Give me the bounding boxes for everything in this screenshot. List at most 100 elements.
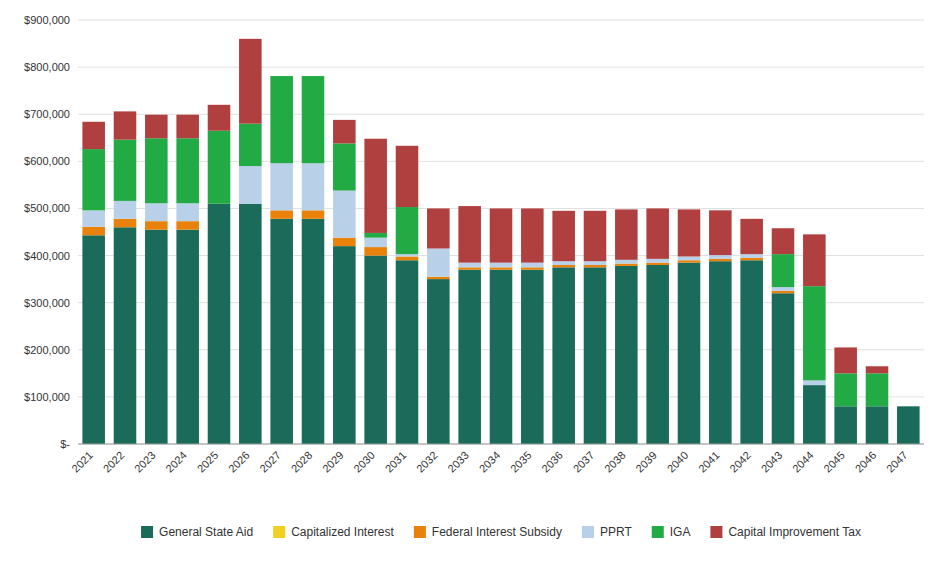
grid-line <box>78 67 924 68</box>
bar-segment <box>302 76 325 77</box>
bar-segment <box>458 270 481 444</box>
bar-segment <box>678 256 701 260</box>
bar-segment <box>490 208 513 262</box>
bar-segment <box>239 166 262 204</box>
bar-segment <box>866 406 889 444</box>
legend-swatch <box>710 526 722 538</box>
legend-label: Federal Interest Subsidy <box>432 525 562 539</box>
bar-segment <box>490 267 513 269</box>
legend-swatch <box>273 526 285 538</box>
bar-segment <box>772 228 795 254</box>
bar-segment <box>615 264 638 266</box>
x-tick-label: 2023 <box>132 449 158 475</box>
bar-segment <box>772 293 795 444</box>
bar-segment <box>866 373 889 406</box>
bar-segment <box>270 163 293 210</box>
bar-segment <box>521 208 544 262</box>
bar-segment <box>333 143 356 190</box>
bar-segment <box>145 203 168 221</box>
bar-series <box>82 76 888 406</box>
bar-segment <box>114 227 137 444</box>
bar-segment <box>897 406 920 407</box>
x-tick-label: 2025 <box>195 449 221 475</box>
bar-segment <box>364 233 387 238</box>
x-tick-label: 2037 <box>571 449 597 475</box>
bar-segment <box>646 263 669 265</box>
bar-segment <box>834 347 857 373</box>
bar-segment <box>208 204 231 444</box>
y-axis: $-$100,000$200,000$300,000$400,000$500,0… <box>24 14 70 450</box>
legend-label: Capitalized Interest <box>291 525 394 539</box>
legend-item: IGA <box>652 525 691 539</box>
bar-segment <box>176 115 199 139</box>
bar-segment <box>552 265 575 267</box>
bar-segment <box>897 406 920 407</box>
bar-segment <box>302 163 325 210</box>
bar-segment <box>302 219 325 444</box>
bar-segment <box>803 380 826 385</box>
y-tick-label: $700,000 <box>24 108 70 120</box>
bar-segment <box>709 210 732 255</box>
bar-segment <box>897 406 920 444</box>
bar-segment <box>396 260 419 444</box>
bar-segment <box>302 210 325 218</box>
legend-swatch <box>652 526 664 538</box>
bar-segment <box>333 120 356 144</box>
x-tick-label: 2031 <box>383 449 409 475</box>
bar-segment <box>427 277 450 279</box>
bar-segment <box>145 138 168 203</box>
bar-segment <box>615 209 638 259</box>
bar-segment <box>176 221 199 229</box>
bar-segment <box>552 261 575 265</box>
bar-segment <box>176 203 199 221</box>
chart: $-$100,000$200,000$300,000$400,000$500,0… <box>0 0 944 564</box>
bar-segment <box>834 373 857 406</box>
bar-segment <box>740 219 763 254</box>
grid-line <box>78 20 924 21</box>
bar-segment <box>239 124 262 166</box>
bar-segment <box>740 258 763 260</box>
bar-series <box>82 39 888 373</box>
bar-segment <box>208 105 231 131</box>
x-tick-label: 2022 <box>101 449 127 475</box>
x-tick-label: 2028 <box>289 449 315 475</box>
x-tick-label: 2034 <box>477 449 503 475</box>
bar-segment <box>866 366 889 373</box>
bar-segment <box>270 76 293 77</box>
legend-label: General State Aid <box>159 525 253 539</box>
bar-segment <box>646 265 669 444</box>
bar-segment <box>427 248 450 276</box>
bar-segment <box>114 140 137 201</box>
bar-segment <box>897 406 920 407</box>
bar-segment <box>239 39 262 124</box>
bar-segment <box>396 146 419 207</box>
x-tick-label: 2032 <box>414 449 440 475</box>
bar-segment <box>145 115 168 139</box>
x-tick-label: 2024 <box>163 449 189 475</box>
bar-segment <box>772 254 795 287</box>
y-tick-label: $400,000 <box>24 250 70 262</box>
bar-segment <box>458 263 481 268</box>
legend: General State Aid Capitalized Interest Fed… <box>141 525 861 539</box>
x-tick-label: 2027 <box>257 449 283 475</box>
grid-line <box>78 114 924 115</box>
bar-segment <box>709 259 732 261</box>
bar-segment <box>396 254 419 256</box>
legend-item: PPRT <box>582 525 632 539</box>
x-tick-label: 2046 <box>853 449 879 475</box>
y-tick-label: $900,000 <box>24 14 70 26</box>
bar-segment <box>646 259 669 263</box>
bar-segment <box>427 279 450 444</box>
x-tick-label: 2042 <box>727 449 753 475</box>
bar-segment <box>396 256 419 260</box>
bar-segment <box>82 210 105 226</box>
legend-swatch <box>582 526 594 538</box>
y-tick-label: $200,000 <box>24 344 70 356</box>
bar-segment <box>521 270 544 444</box>
x-tick-label: 2036 <box>539 449 565 475</box>
bar-segment <box>82 227 105 235</box>
bar-segment <box>333 191 356 238</box>
x-tick-label: 2043 <box>759 449 785 475</box>
x-tick-label: 2021 <box>69 449 95 475</box>
x-tick-label: 2038 <box>602 449 628 475</box>
